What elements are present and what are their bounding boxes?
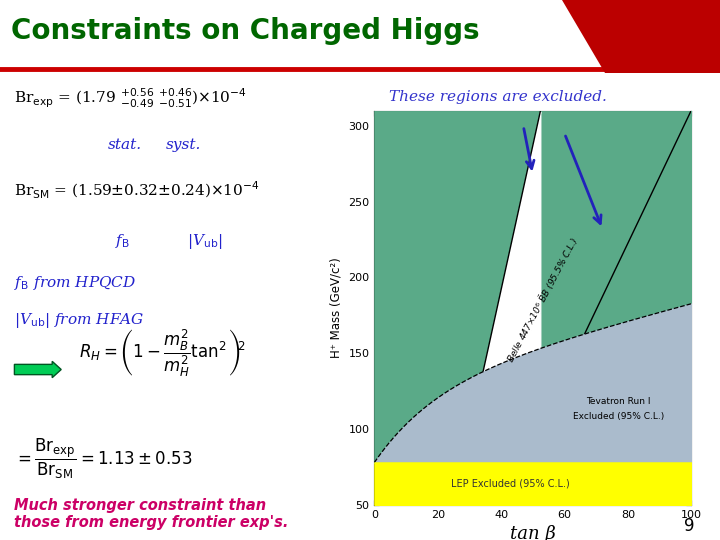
Text: Br$_{\rm exp}$ = (1.79 $^{+0.56}_{-0.49}$ $^{+0.46}_{-0.51}$)$\times$10$^{-4}$: Br$_{\rm exp}$ = (1.79 $^{+0.56}_{-0.49}… (14, 87, 247, 110)
Text: Tevatron Run I: Tevatron Run I (586, 397, 651, 406)
Text: f$_{\rm B}$ from HPQCD: f$_{\rm B}$ from HPQCD (14, 274, 137, 292)
Text: f$_{\rm B}$: f$_{\rm B}$ (115, 232, 130, 249)
Text: |V$_{\rm ub}$|: |V$_{\rm ub}$| (187, 232, 222, 251)
Text: These regions are excluded.: These regions are excluded. (389, 90, 607, 104)
Text: LEP Excluded (95% C.L.): LEP Excluded (95% C.L.) (451, 478, 570, 489)
X-axis label: tan β: tan β (510, 525, 556, 540)
Text: Excluded (95% C.L.): Excluded (95% C.L.) (572, 413, 664, 421)
Text: stat.: stat. (108, 138, 142, 152)
Text: Tevatron Run I: Tevatron Run I (586, 397, 651, 406)
FancyArrow shape (14, 361, 61, 377)
Polygon shape (562, 0, 720, 73)
Text: syst.: syst. (166, 138, 201, 152)
Text: 9: 9 (684, 517, 695, 535)
Text: |V$_{\rm ub}$| from HFAG: |V$_{\rm ub}$| from HFAG (14, 311, 145, 330)
Text: Constraints on Charged Higgs: Constraints on Charged Higgs (11, 17, 480, 45)
Text: Belle 447$\times$10$^6$ $\bar{B}$B (95.5% C.L.): Belle 447$\times$10$^6$ $\bar{B}$B (95.5… (503, 235, 581, 366)
Text: $R_H = \left(1 - \dfrac{m_B^2}{m_H^2}\tan^2\right)^{\!\!2}$: $R_H = \left(1 - \dfrac{m_B^2}{m_H^2}\ta… (79, 327, 246, 379)
Text: Much stronger constraint than
those from energy frontier exp's.: Much stronger constraint than those from… (14, 498, 289, 530)
Text: Br$_{\rm SM}$ = (1.59$\pm$0.32$\pm$0.24)$\times$10$^{-4}$: Br$_{\rm SM}$ = (1.59$\pm$0.32$\pm$0.24)… (14, 180, 260, 201)
Text: $= \dfrac{{\rm Br}_{\rm exp}}{{\rm Br}_{\rm SM}} = 1.13\pm 0.53$: $= \dfrac{{\rm Br}_{\rm exp}}{{\rm Br}_{… (14, 437, 193, 481)
Y-axis label: H⁺ Mass (GeV/c²): H⁺ Mass (GeV/c²) (330, 258, 343, 358)
Text: Excluded (95% C.L.): Excluded (95% C.L.) (572, 413, 664, 421)
Text: LEP Excluded (95% C.L.): LEP Excluded (95% C.L.) (451, 478, 570, 489)
